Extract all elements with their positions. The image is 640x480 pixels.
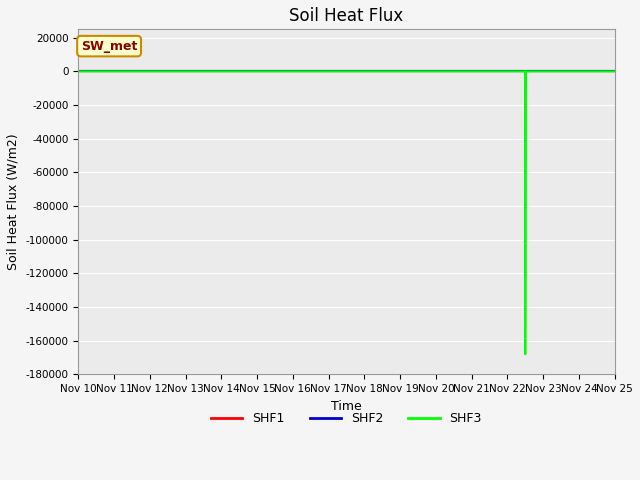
SHF3	[521, 69, 529, 74]
SHF3	[522, 69, 529, 74]
SHF3	[522, 351, 529, 357]
Y-axis label: Soil Heat Flux (W/m2): Soil Heat Flux (W/m2)	[7, 133, 20, 270]
Line: SHF3: SHF3	[78, 72, 614, 354]
SHF3	[74, 69, 82, 74]
SHF3	[611, 69, 618, 74]
X-axis label: Time: Time	[331, 400, 362, 413]
Title: Soil Heat Flux: Soil Heat Flux	[289, 7, 404, 25]
Legend: SHF1, SHF2, SHF3: SHF1, SHF2, SHF3	[206, 407, 487, 430]
SHF3	[522, 69, 529, 74]
Text: SW_met: SW_met	[81, 40, 137, 53]
